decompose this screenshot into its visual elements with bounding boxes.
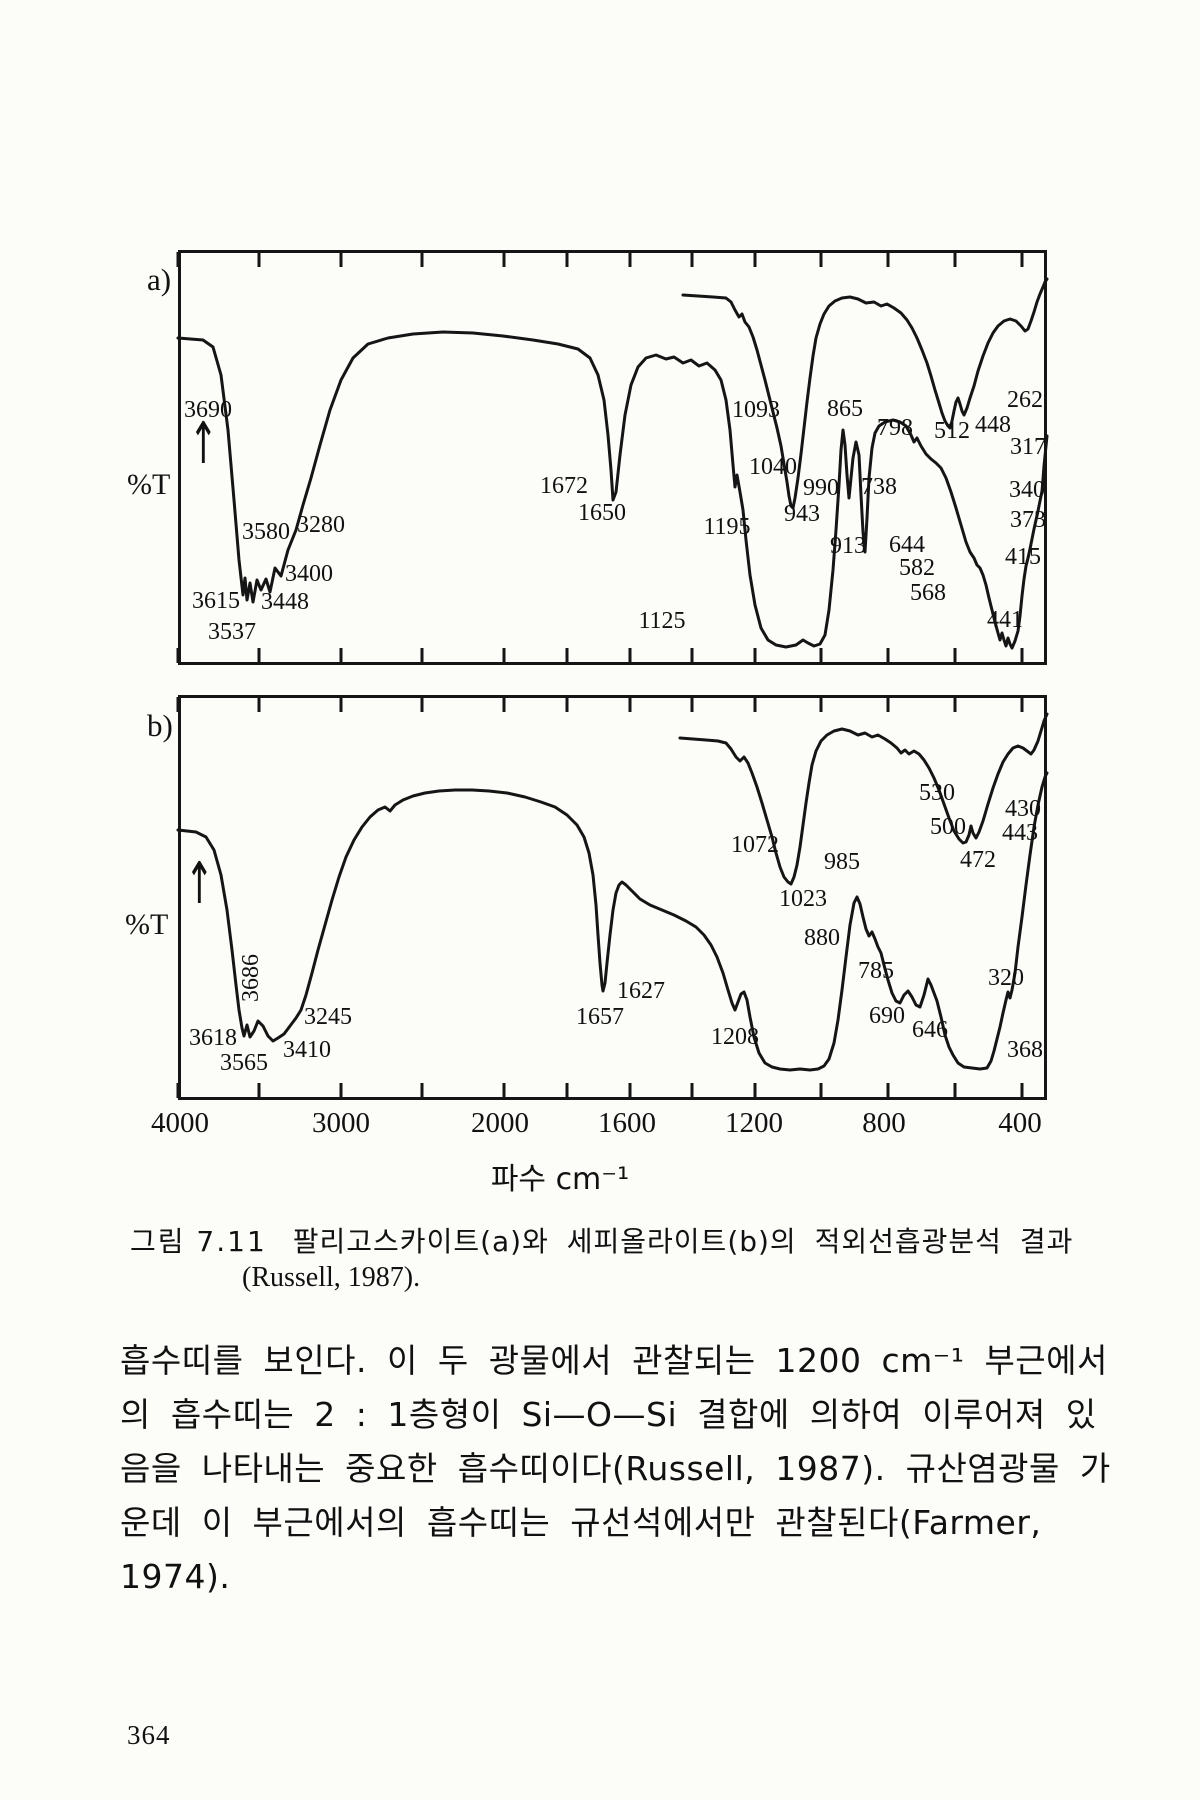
panel-b-tag: b): [147, 708, 173, 743]
peak-label-880: 880: [804, 925, 840, 951]
peak-label-1208: 1208: [711, 1024, 759, 1050]
peak-label-317: 317: [1010, 434, 1046, 460]
y-axis-label-a: %T: [127, 468, 171, 501]
peak-label-1125: 1125: [638, 608, 686, 634]
peak-label-690: 690: [869, 1003, 905, 1029]
peak-label-3400: 3400: [285, 561, 333, 587]
peak-label-472: 472: [960, 847, 996, 873]
peak-label-448: 448: [975, 412, 1011, 438]
x-tick-label-4000: 4000: [151, 1107, 209, 1139]
peak-label-3410: 3410: [283, 1037, 331, 1063]
spectrum-trace-a-offset: [681, 277, 1049, 510]
y-axis-up-arrow-icon: ↑: [184, 849, 214, 917]
peak-label-913: 913: [830, 533, 866, 559]
peak-label-644: 644: [889, 532, 925, 558]
body-text-line: 의 흡수띠는 2 : 1층형이 Si—O—Si 결합에 의하여 이루어져 있: [120, 1395, 1097, 1434]
panel-a-tag: a): [147, 262, 172, 297]
peak-label-943: 943: [784, 501, 820, 527]
y-axis-label-b: %T: [125, 908, 169, 941]
peak-label-3580: 3580: [242, 519, 290, 545]
peak-label-443: 443: [1002, 820, 1038, 846]
panel-b-frame: [178, 695, 1047, 1100]
peak-label-1195: 1195: [703, 514, 751, 540]
x-tick-label-400: 400: [998, 1107, 1042, 1139]
peak-label-3615: 3615: [192, 588, 240, 614]
peak-label-865: 865: [827, 396, 863, 422]
peak-label-3618: 3618: [189, 1025, 237, 1051]
peak-label-441: 441: [987, 607, 1023, 633]
x-axis-title: 파수 cm⁻¹: [490, 1162, 630, 1197]
peak-label-373: 373: [1010, 507, 1046, 533]
peak-label-798: 798: [877, 415, 913, 441]
peak-label-430: 430: [1005, 796, 1041, 822]
body-text-line: 흡수띠를 보인다. 이 두 광물에서 관찰되는 1200 cm⁻¹ 부근에서: [120, 1341, 1108, 1380]
peak-label-340: 340: [1009, 477, 1045, 503]
peak-label-985: 985: [824, 849, 860, 875]
figure-caption-number: 그림 7.11: [130, 1225, 267, 1258]
peak-label-530: 530: [919, 780, 955, 806]
body-text-line: 운데 이 부근에서의 흡수띠는 규선석에서만 관찰된다(Farmer,: [120, 1503, 1042, 1542]
peak-label-1072: 1072: [731, 832, 779, 858]
peak-label-1657: 1657: [576, 1004, 624, 1030]
peak-label-3565: 3565: [220, 1050, 268, 1076]
peak-label-1040: 1040: [749, 454, 797, 480]
y-axis-up-arrow-icon: ↑: [188, 409, 218, 477]
spectrum-trace-b-offset: [678, 712, 1049, 886]
peak-label-1627: 1627: [617, 978, 665, 1004]
peak-label-3537: 3537: [208, 619, 256, 645]
spectrum-trace-a-main: [176, 330, 1049, 650]
peak-label-1650: 1650: [578, 500, 626, 526]
peak-label-262: 262: [1007, 387, 1043, 413]
x-tick-label-2000: 2000: [471, 1107, 529, 1139]
body-text-line: 음을 나타내는 중요한 흡수띠이다(Russell, 1987). 규산염광물 …: [120, 1449, 1111, 1488]
peak-label-568: 568: [910, 580, 946, 606]
peak-label-1672: 1672: [540, 473, 588, 499]
peak-label-3280: 3280: [297, 512, 345, 538]
figure-caption-text: 팔리고스카이트(a)와 세피올라이트(b)의 적외선흡광분석 결과: [292, 1225, 1074, 1258]
peak-label-415: 415: [1005, 544, 1041, 570]
peak-label-1023: 1023: [779, 886, 827, 912]
peak-label-500: 500: [930, 814, 966, 840]
x-tick-label-3000: 3000: [312, 1107, 370, 1139]
x-tick-label-800: 800: [862, 1107, 906, 1139]
peak-label-512: 512: [934, 418, 970, 444]
peak-label-368: 368: [1007, 1037, 1043, 1063]
peak-label-320: 320: [988, 965, 1024, 991]
ir-spectrum-panel-a: [176, 250, 1049, 665]
peak-label-1093: 1093: [732, 397, 780, 423]
spectrum-trace-b-main: [176, 771, 1049, 1072]
ir-spectrum-panel-b: [176, 695, 1049, 1100]
peak-label-3448: 3448: [261, 589, 309, 615]
peak-label-3690: 3690: [184, 397, 232, 423]
peak-label-582: 582: [899, 555, 935, 581]
figure-caption-reference: (Russell, 1987).: [242, 1262, 421, 1293]
x-tick-label-1600: 1600: [598, 1107, 656, 1139]
figure-caption: 그림 7.11 팔리고스카이트(a)와 세피올라이트(b)의 적외선흡광분석 결과: [130, 1220, 1080, 1260]
peak-label-3686: 3686: [238, 954, 264, 1002]
peak-label-646: 646: [912, 1017, 948, 1043]
peak-label-990: 990: [803, 475, 839, 501]
peak-label-738: 738: [861, 474, 897, 500]
page-number: 364: [127, 1720, 171, 1750]
body-text-line: 1974).: [120, 1557, 231, 1596]
peak-label-3245: 3245: [304, 1004, 352, 1030]
x-tick-label-1200: 1200: [725, 1107, 783, 1139]
peak-label-785: 785: [858, 958, 894, 984]
